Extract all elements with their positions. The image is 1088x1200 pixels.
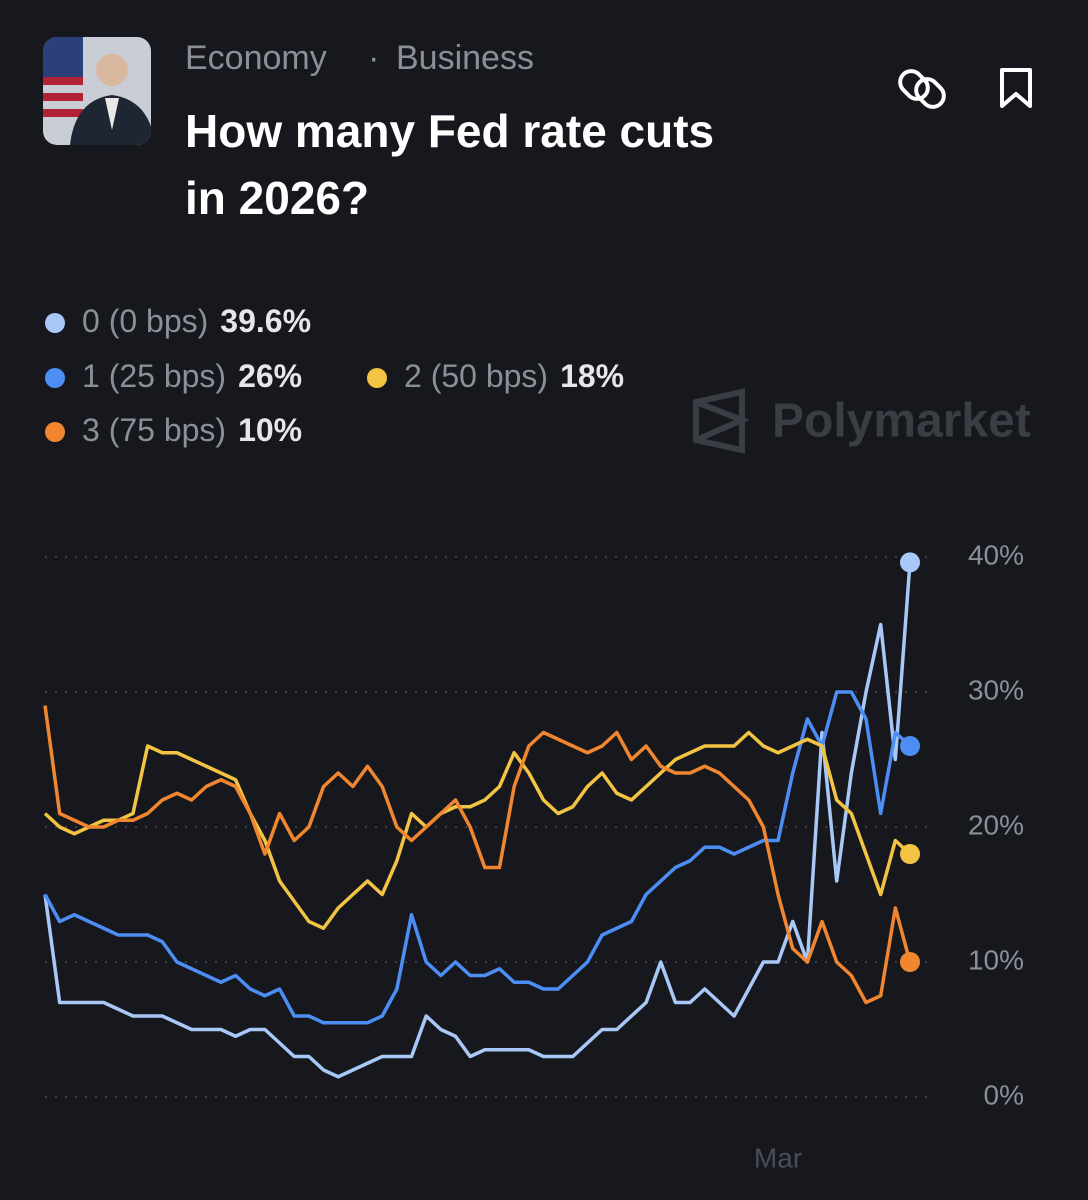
legend-value: 18% [560, 358, 624, 394]
end-point [900, 952, 920, 972]
plot: 0% 10% 20% 30% 40% Mar [43, 539, 1024, 1173]
legend-value: 39.6% [220, 303, 311, 339]
title: in 2026? [185, 172, 369, 224]
legend-name: 0 (0 bps) [82, 303, 208, 339]
legend-value: 10% [238, 412, 302, 448]
legend-name: 2 (50 bps) [404, 358, 548, 394]
legend-label: 2 (50 bps) 18% [404, 358, 624, 394]
end-point [900, 844, 920, 864]
legend-dot [45, 313, 65, 333]
series-line [43, 705, 912, 1005]
market-avatar [43, 37, 151, 145]
legend-name: 3 (75 bps) [82, 412, 226, 448]
legend-item[interactable]: 2 (50 bps) 18% [367, 358, 624, 394]
legend-item[interactable]: 3 (75 bps) 10% [45, 412, 302, 448]
legend-label: 1 (25 bps) 26% [82, 358, 302, 394]
watermark-logo [693, 388, 750, 454]
y-tick-label: 40% [968, 539, 1024, 570]
legend-label: 3 (75 bps) 10% [82, 412, 302, 448]
x-tick-label: Mar [754, 1142, 802, 1173]
title: How many Fed rate cuts [185, 105, 714, 157]
y-tick-label: 0% [984, 1079, 1024, 1110]
legend: 0 (0 bps) 39.6% 1 (25 bps) 26% 2 (50 bps) 1… [45, 303, 624, 448]
legend-dot [367, 368, 387, 388]
legend-dot [45, 368, 65, 388]
legend-label: 0 (0 bps) 39.6% [82, 303, 311, 339]
separator: · [368, 39, 379, 77]
legend-item[interactable]: 1 (25 bps) 26% [45, 358, 302, 394]
legend-value: 26% [238, 358, 302, 394]
y-tick-label: 30% [968, 674, 1024, 705]
end-point [900, 736, 920, 756]
series-line [43, 562, 912, 1079]
y-tick-label: 10% [968, 944, 1024, 975]
subcategory[interactable]: Business [396, 39, 534, 77]
series-line [43, 730, 912, 930]
legend-name: 1 (25 bps) [82, 358, 226, 394]
watermark: Polymarket [772, 395, 1031, 448]
category[interactable]: Economy [185, 39, 327, 77]
bookmark-icon[interactable] [1000, 68, 1032, 108]
end-point [900, 552, 920, 573]
link-icon[interactable] [896, 67, 949, 112]
legend-dot [45, 422, 65, 442]
y-tick-label: 20% [968, 809, 1024, 840]
legend-item[interactable]: 0 (0 bps) 39.6% [45, 303, 311, 339]
